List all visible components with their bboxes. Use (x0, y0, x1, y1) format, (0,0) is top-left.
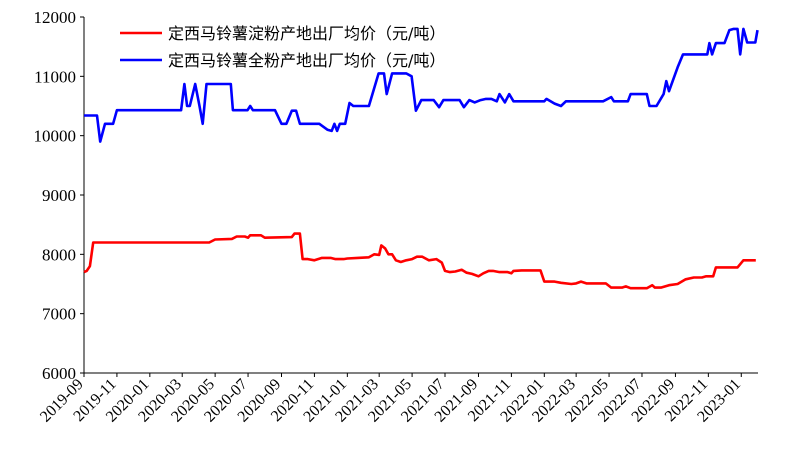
y-tick-label: 11000 (34, 67, 76, 86)
y-tick-label: 12000 (34, 8, 77, 27)
series-layer (83, 27, 759, 290)
y-tick-label: 7000 (42, 305, 76, 324)
legend: 定西马铃薯淀粉产地出厂均价（元/吨） 定西马铃薯全粉产地出厂均价（元/吨） (120, 24, 445, 70)
y-tick-label: 8000 (42, 245, 76, 264)
series-line-2 (84, 27, 759, 143)
legend-label-1: 定西马铃薯淀粉产地出厂均价（元/吨） (168, 24, 445, 43)
legend-label-2: 定西马铃薯全粉产地出厂均价（元/吨） (168, 51, 445, 70)
y-tick-label: 6000 (42, 364, 76, 383)
series-line-1 (83, 232, 756, 290)
y-tick-label: 9000 (42, 186, 76, 205)
y-tick-label: 10000 (34, 127, 77, 146)
axes: 60007000800090001000011000120002019-0920… (34, 8, 758, 426)
